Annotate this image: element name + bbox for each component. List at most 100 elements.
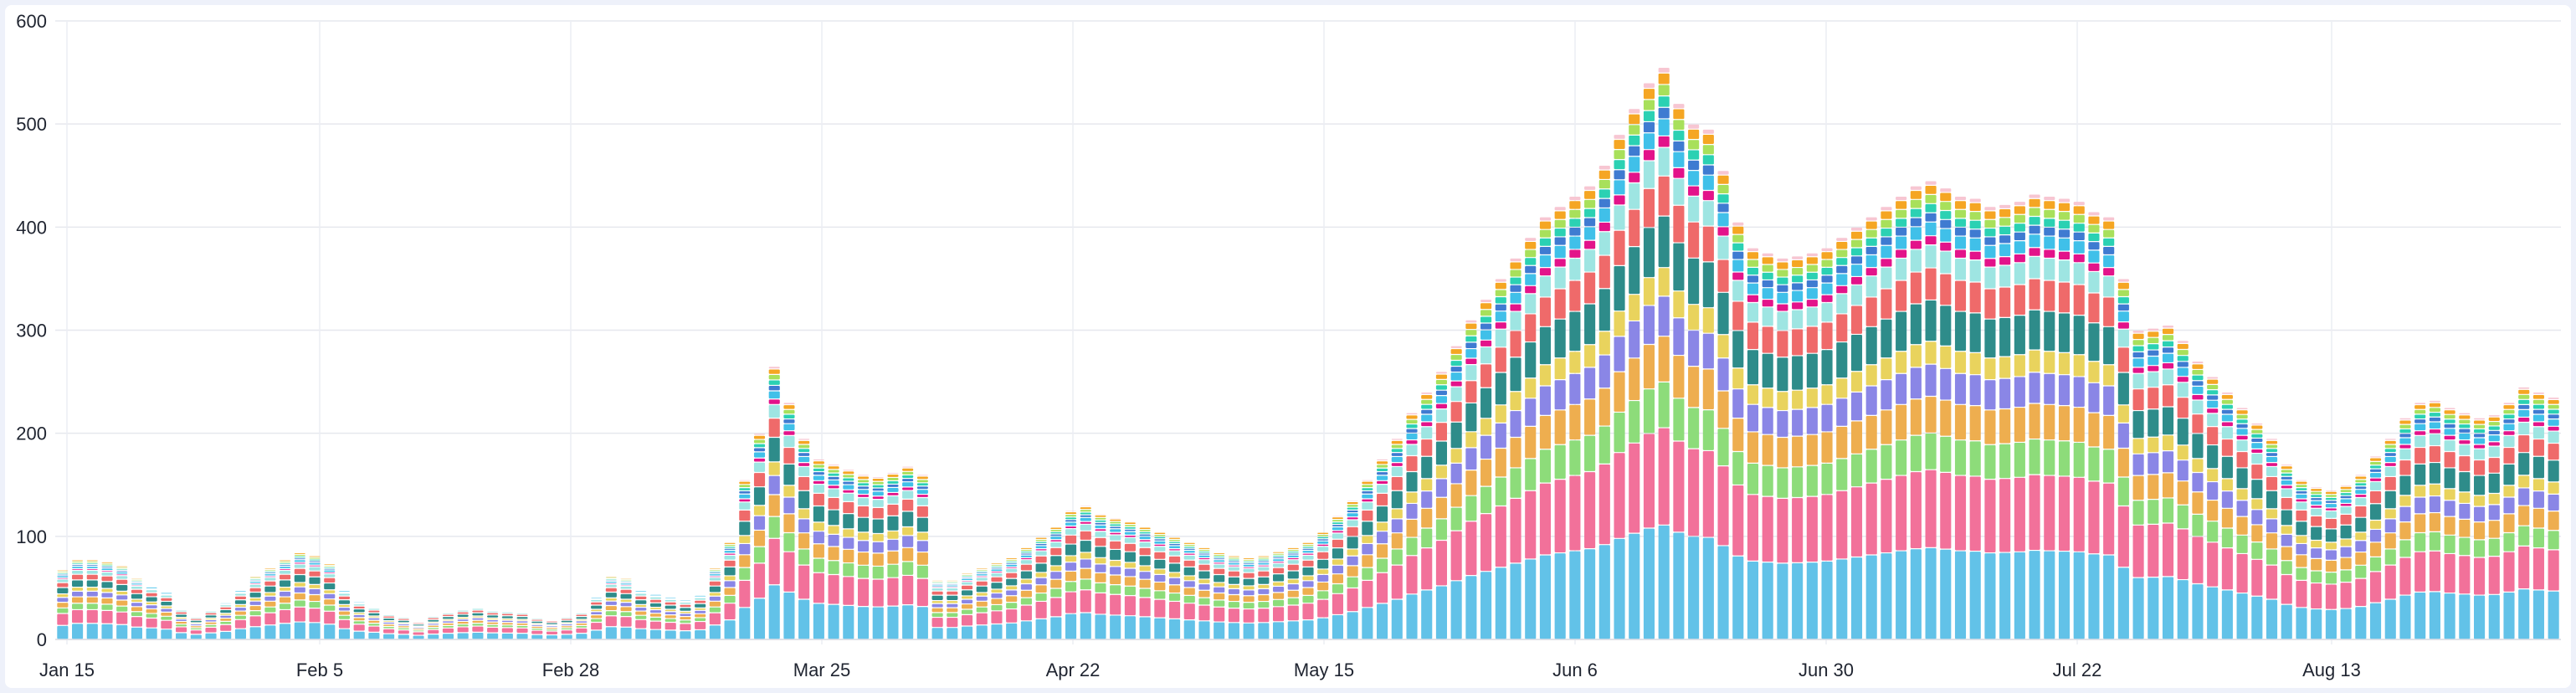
bar-segment-s7[interactable] — [2459, 472, 2471, 492]
bar-segment-s8[interactable] — [665, 602, 676, 605]
bar-segment-s6[interactable] — [665, 609, 676, 612]
bar-segment-s1[interactable] — [1287, 621, 1299, 639]
bar-segment-s11[interactable] — [931, 585, 943, 587]
bar-segment-s12[interactable] — [2488, 430, 2500, 435]
bar-segment-s11[interactable] — [1598, 208, 1610, 222]
bar-segment-s14[interactable] — [768, 375, 780, 380]
bar-segment-s12[interactable] — [1896, 228, 1907, 236]
bar-segment-s7[interactable] — [1569, 311, 1581, 352]
bar-segment-s10[interactable] — [1954, 249, 1967, 258]
bar-segment-s1[interactable] — [1510, 563, 1521, 639]
bar-segment-s15[interactable] — [2503, 405, 2515, 409]
bar-segment-s15[interactable] — [2429, 403, 2440, 408]
bar-segment-s7[interactable] — [2532, 456, 2544, 479]
bar-segment-s5[interactable] — [2044, 373, 2055, 404]
bar-segment-s5[interactable] — [753, 516, 766, 530]
bar-segment-s4[interactable] — [249, 606, 261, 611]
bar-segment-s10[interactable] — [264, 576, 276, 578]
bar-segment-s16[interactable] — [2221, 393, 2233, 394]
bar-segment-s14[interactable] — [1406, 419, 1418, 424]
bar-segment-s14[interactable] — [2177, 350, 2189, 356]
bar-segment-s12[interactable] — [1717, 203, 1729, 213]
bar-segment-s12[interactable] — [324, 568, 336, 570]
bar-segment-s8[interactable] — [2488, 458, 2500, 473]
bar-segment-s13[interactable] — [1095, 520, 1106, 522]
bar-segment-s16[interactable] — [2429, 400, 2440, 403]
bar-segment-s1[interactable] — [1850, 557, 1863, 639]
bar-segment-s7[interactable] — [249, 593, 261, 598]
bar-segment-s16[interactable] — [1806, 253, 1818, 257]
bar-segment-s1[interactable] — [1792, 562, 1804, 639]
bar-segment-s1[interactable] — [1836, 559, 1848, 639]
bar-segment-s1[interactable] — [1214, 622, 1225, 639]
bar-segment-s13[interactable] — [1510, 277, 1521, 285]
bar-segment-s7[interactable] — [428, 619, 439, 622]
bar-segment-s15[interactable] — [1377, 461, 1388, 465]
bar-segment-s16[interactable] — [2117, 279, 2129, 282]
bar-segment-s6[interactable] — [1095, 557, 1106, 564]
bar-segment-s16[interactable] — [1969, 198, 1981, 203]
bar-segment-s7[interactable] — [1421, 456, 1433, 479]
bar-segment-s2[interactable] — [2444, 554, 2455, 593]
bar-segment-s13[interactable] — [1762, 272, 1773, 280]
bar-segment-s9[interactable] — [146, 590, 157, 593]
bar-segment-s16[interactable] — [1762, 253, 1773, 257]
bar-segment-s8[interactable] — [1702, 226, 1714, 262]
bar-segment-s13[interactable] — [1954, 218, 1967, 227]
bar-segment-s4[interactable] — [1806, 434, 1818, 465]
bar-segment-s2[interactable] — [635, 619, 647, 629]
bar-segment-s6[interactable] — [1688, 305, 1700, 330]
bar-segment-s3[interactable] — [961, 609, 973, 614]
bar-segment-s4[interactable] — [2044, 404, 2055, 440]
bar-segment-s2[interactable] — [1940, 473, 1952, 549]
bar-segment-s4[interactable] — [2532, 508, 2544, 528]
bar-segment-s6[interactable] — [1035, 572, 1047, 578]
bar-segment-s13[interactable] — [2148, 344, 2159, 350]
bar-segment-s15[interactable] — [2029, 198, 2040, 208]
bar-segment-s13[interactable] — [2296, 488, 2307, 490]
bar-segment-s11[interactable] — [828, 480, 839, 485]
bar-segment-s16[interactable] — [1658, 68, 1670, 73]
bar-segment-s12[interactable] — [2058, 229, 2071, 238]
bar-segment-s9[interactable] — [665, 599, 676, 602]
bar-segment-s5[interactable] — [1050, 572, 1062, 579]
bar-segment-s2[interactable] — [1377, 572, 1388, 603]
bar-segment-s10[interactable] — [2399, 444, 2411, 449]
bar-segment-s8[interactable] — [2548, 444, 2559, 460]
bar-segment-s11[interactable] — [1183, 551, 1195, 553]
bar-segment-s4[interactable] — [695, 613, 706, 618]
bar-segment-s6[interactable] — [2029, 350, 2040, 372]
bar-segment-s6[interactable] — [1154, 569, 1166, 574]
bar-segment-s11[interactable] — [1865, 255, 1877, 268]
bar-segment-s10[interactable] — [976, 576, 988, 578]
bar-segment-s1[interactable] — [2311, 609, 2322, 639]
bar-segment-s10[interactable] — [828, 485, 839, 489]
bar-segment-s7[interactable] — [2014, 316, 2025, 355]
bar-segment-s12[interactable] — [280, 565, 291, 566]
bar-segment-s5[interactable] — [1080, 559, 1091, 568]
bar-segment-s6[interactable] — [1717, 335, 1729, 358]
bar-segment-s11[interactable] — [991, 569, 1003, 572]
bar-segment-s7[interactable] — [2117, 372, 2129, 405]
bar-segment-s3[interactable] — [368, 624, 380, 626]
bar-segment-s5[interactable] — [1228, 589, 1239, 594]
bar-segment-s2[interactable] — [176, 627, 187, 633]
bar-segment-s9[interactable] — [2103, 276, 2115, 297]
bar-segment-s7[interactable] — [798, 490, 810, 509]
bar-segment-s16[interactable] — [2192, 362, 2204, 364]
bar-segment-s8[interactable] — [709, 581, 721, 586]
bar-segment-s5[interactable] — [1969, 375, 1981, 406]
bar-segment-s3[interactable] — [1629, 401, 1640, 443]
bar-segment-s2[interactable] — [146, 619, 157, 628]
bar-segment-s12[interactable] — [116, 571, 128, 572]
bar-segment-s7[interactable] — [280, 580, 291, 587]
bar-segment-s12[interactable] — [1732, 251, 1744, 259]
bar-segment-s2[interactable] — [487, 628, 499, 633]
bar-segment-s8[interactable] — [872, 507, 884, 519]
bar-segment-s2[interactable] — [1110, 594, 1121, 615]
bar-segment-s6[interactable] — [2444, 489, 2455, 501]
bar-segment-s5[interactable] — [86, 591, 98, 597]
bar-segment-s7[interactable] — [1347, 536, 1358, 549]
bar-segment-s11[interactable] — [1243, 564, 1255, 567]
bar-segment-s9[interactable] — [1747, 303, 1759, 322]
